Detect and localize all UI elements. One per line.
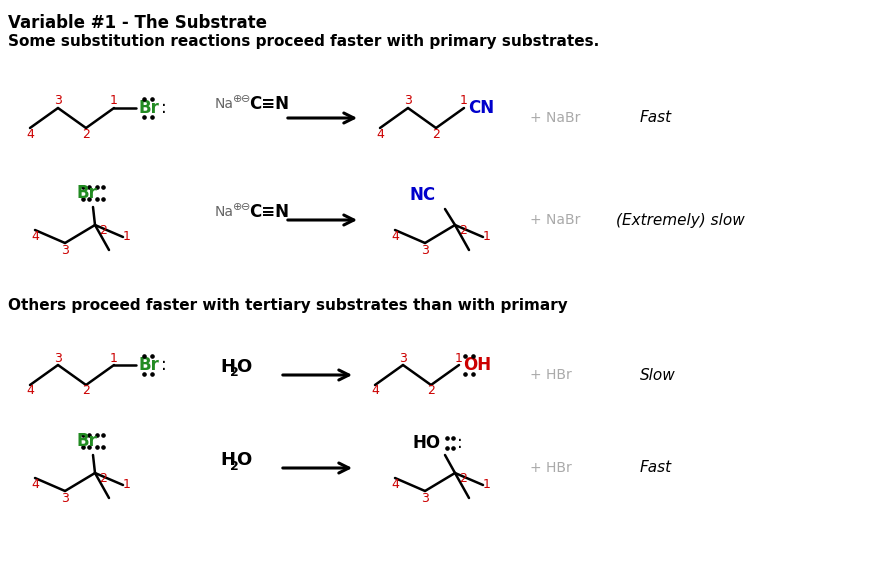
Text: 3: 3 [404, 95, 412, 108]
Text: ⊕: ⊕ [233, 202, 242, 212]
Text: O: O [236, 358, 251, 376]
Text: 2: 2 [427, 385, 435, 398]
Text: 1: 1 [123, 478, 131, 491]
Text: OH: OH [463, 356, 491, 374]
Text: 1: 1 [483, 231, 491, 244]
Text: (Extremely) slow: (Extremely) slow [616, 213, 745, 227]
Text: 3: 3 [421, 245, 429, 258]
Text: Br: Br [138, 356, 159, 374]
Text: Na: Na [215, 97, 234, 111]
Text: :: : [161, 99, 167, 117]
Text: ⊖: ⊖ [241, 94, 250, 104]
Text: 3: 3 [61, 245, 69, 258]
Text: C≡N: C≡N [249, 203, 289, 221]
Text: 4: 4 [391, 478, 399, 491]
Text: Br: Br [77, 184, 97, 202]
Text: 3: 3 [54, 351, 62, 364]
Text: + HBr: + HBr [530, 368, 572, 382]
Text: NC: NC [410, 186, 436, 204]
Text: 1: 1 [483, 478, 491, 491]
Text: :: : [161, 356, 167, 374]
Text: Slow: Slow [640, 368, 676, 382]
Text: 4: 4 [26, 385, 34, 398]
Text: 2: 2 [99, 223, 107, 236]
Text: 1: 1 [455, 351, 463, 364]
Text: Br: Br [77, 432, 97, 450]
Text: Variable #1 - The Substrate: Variable #1 - The Substrate [8, 14, 267, 32]
Text: Some substitution reactions proceed faster with primary substrates.: Some substitution reactions proceed fast… [8, 34, 600, 49]
Text: 1: 1 [123, 231, 131, 244]
Text: Others proceed faster with tertiary substrates than with primary: Others proceed faster with tertiary subs… [8, 298, 568, 313]
Text: H: H [220, 451, 235, 469]
Text: 2: 2 [82, 127, 90, 140]
Text: 3: 3 [421, 492, 429, 505]
Text: 1: 1 [110, 95, 118, 108]
Text: Fast: Fast [640, 460, 672, 475]
Text: 3: 3 [54, 95, 62, 108]
Text: 4: 4 [391, 231, 399, 244]
Text: + NaBr: + NaBr [530, 213, 580, 227]
Text: O: O [236, 451, 251, 469]
Text: 2: 2 [459, 223, 467, 236]
Text: ⊕: ⊕ [233, 94, 242, 104]
Text: 2: 2 [99, 472, 107, 484]
Text: 2: 2 [230, 460, 239, 473]
Text: + NaBr: + NaBr [530, 111, 580, 125]
Text: 4: 4 [26, 127, 34, 140]
Text: 4: 4 [31, 478, 39, 491]
Text: 3: 3 [61, 492, 69, 505]
Text: 2: 2 [432, 127, 440, 140]
Text: 2: 2 [230, 367, 239, 380]
Text: 1: 1 [460, 95, 468, 108]
Text: Br: Br [138, 99, 159, 117]
Text: 3: 3 [399, 351, 407, 364]
Text: CN: CN [468, 99, 494, 117]
Text: HO: HO [413, 434, 441, 452]
Text: 4: 4 [371, 385, 379, 398]
Text: 4: 4 [376, 127, 384, 140]
Text: Na: Na [215, 205, 234, 219]
Text: 1: 1 [110, 351, 118, 364]
Text: H: H [220, 358, 235, 376]
Text: + HBr: + HBr [530, 461, 572, 475]
Text: 4: 4 [31, 231, 39, 244]
Text: 2: 2 [459, 472, 467, 484]
Text: C≡N: C≡N [249, 95, 289, 113]
Text: Fast: Fast [640, 111, 672, 126]
Text: ⊖: ⊖ [241, 202, 250, 212]
Text: 2: 2 [82, 385, 90, 398]
Text: :: : [457, 434, 462, 452]
